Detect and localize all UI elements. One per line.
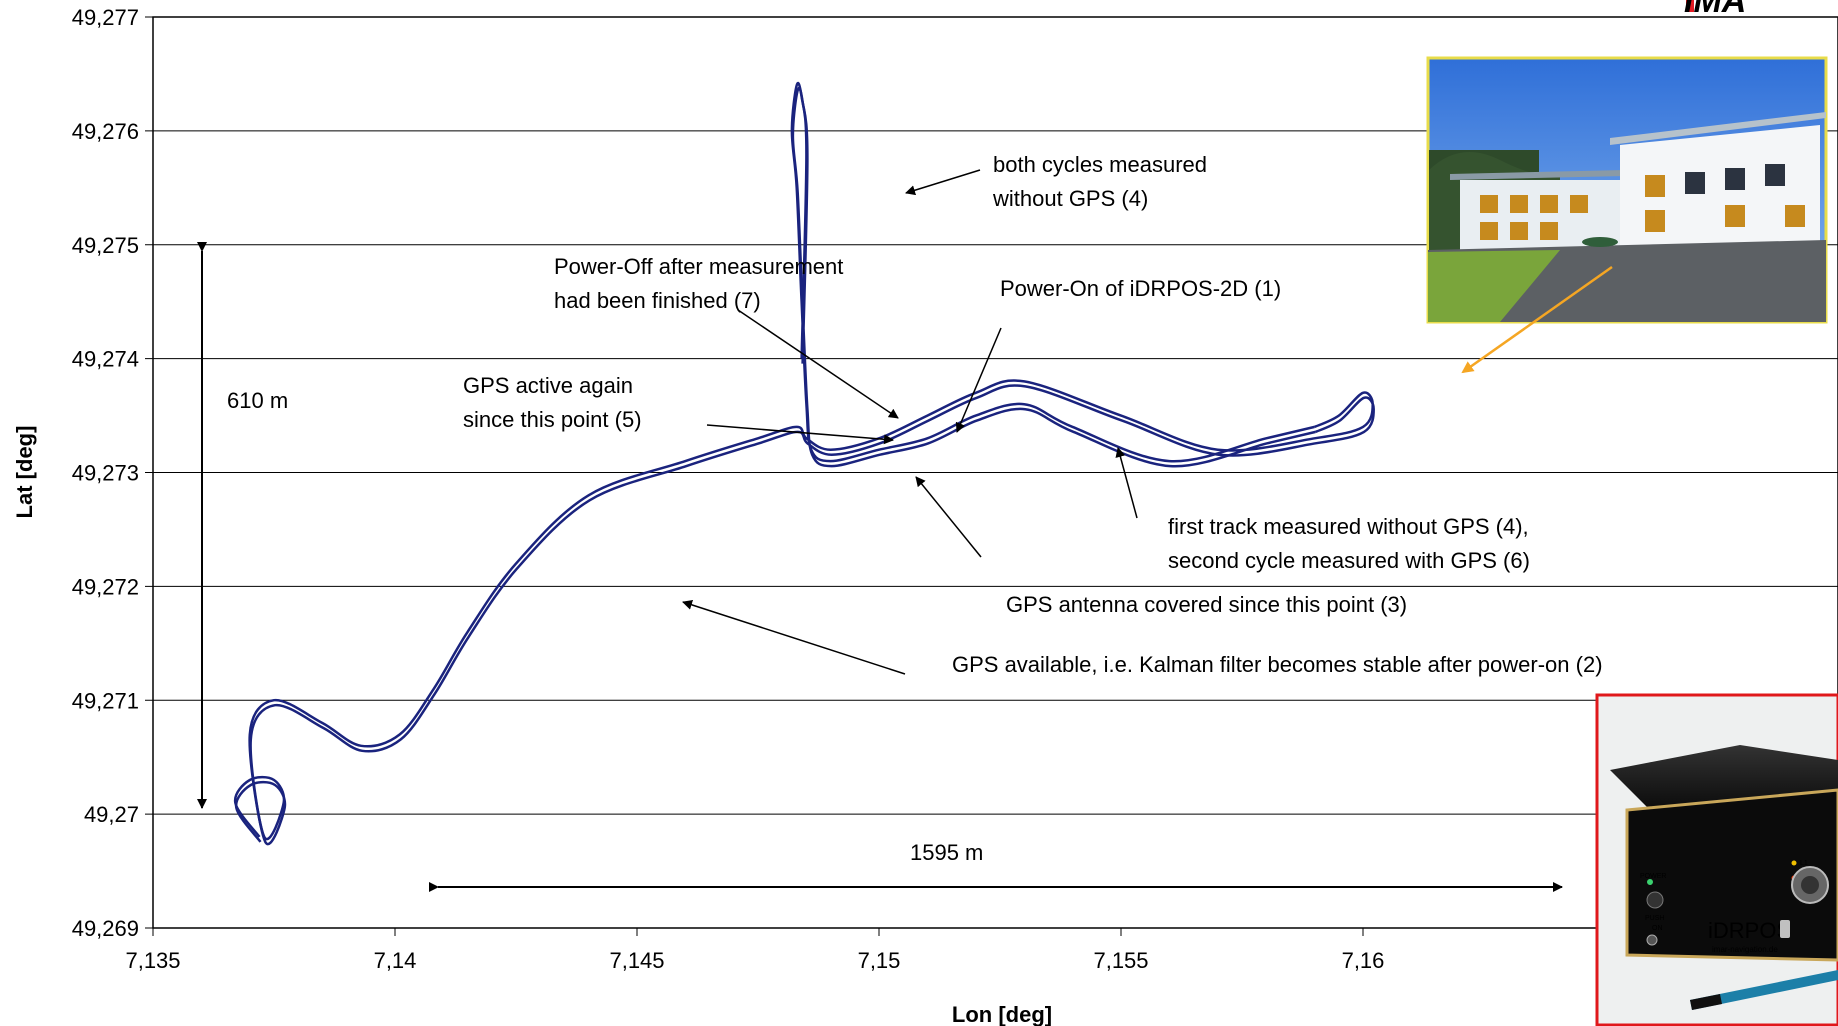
annotation-both-cycles: both cycles measured without GPS (4) bbox=[992, 152, 1213, 211]
y-axis-title: Lat [deg] bbox=[12, 426, 37, 519]
device-url: imar-navigation.de bbox=[1712, 945, 1778, 954]
device-photo: POWER L1 L2 PUSH ON iDRPOS imar-navigati… bbox=[1595, 693, 1838, 1026]
annotation-gps-active: GPS active again since this point (5) bbox=[463, 373, 642, 432]
series-line-0 bbox=[234, 384, 1375, 846]
logo: iMA bbox=[1684, 0, 1746, 20]
arrow-power-on bbox=[955, 327, 1002, 433]
y-tick-label: 49,272 bbox=[72, 574, 139, 599]
arrow-antenna-covered bbox=[915, 476, 982, 558]
device-l1-label: L1 bbox=[1800, 860, 1808, 867]
arrow-gps-active bbox=[706, 424, 894, 445]
x-tick-label: 7,15 bbox=[858, 948, 901, 973]
y-tick-label: 49,274 bbox=[72, 347, 139, 372]
annotation-power-off: Power-Off after measurement had been fin… bbox=[554, 254, 850, 313]
y-tick-label: 49,277 bbox=[72, 5, 139, 30]
grid bbox=[153, 130, 1838, 815]
x-axis: 7,135 7,14 7,145 7,15 7,155 7,16 bbox=[125, 928, 1384, 973]
annotation-antenna-covered: GPS antenna covered since this point (3) bbox=[1006, 592, 1407, 617]
y-tick-label: 49,269 bbox=[72, 916, 139, 941]
annotation-first-track: first track measured without GPS (4), se… bbox=[1168, 514, 1535, 573]
series-line-1 bbox=[790, 81, 1315, 463]
series-layer bbox=[233, 81, 1375, 846]
annotation-gps-available: GPS available, i.e. Kalman filter become… bbox=[952, 652, 1603, 677]
device-on-label: ON bbox=[1652, 925, 1663, 932]
y-tick-label: 49,276 bbox=[72, 119, 139, 144]
arrow-both-cycles bbox=[905, 169, 981, 196]
building-photo bbox=[1426, 56, 1828, 324]
x-tick-label: 7,16 bbox=[1342, 948, 1385, 973]
arrow-gps-available bbox=[682, 600, 906, 675]
series-line-1 bbox=[791, 86, 1316, 468]
device-label: iDRPOS bbox=[1708, 918, 1791, 943]
y-tick-label: 49,271 bbox=[72, 688, 139, 713]
x-axis-title: Lon [deg] bbox=[952, 1002, 1052, 1026]
device-push-label: PUSH bbox=[1645, 915, 1664, 922]
annotation-power-on: Power-On of iDRPOS-2D (1) bbox=[1000, 276, 1281, 301]
y-axis: 49,277 49,276 49,275 49,274 49,273 49,272 49,2… bbox=[72, 5, 153, 941]
x-tick-label: 7,155 bbox=[1093, 948, 1148, 973]
y-tick-label: 49,273 bbox=[72, 461, 139, 486]
y-tick-label: 49,275 bbox=[72, 233, 139, 258]
device-power-label: POWER bbox=[1640, 873, 1666, 880]
x-tick-label: 7,14 bbox=[374, 948, 417, 973]
annotation-1595m: 1595 m bbox=[910, 840, 983, 865]
x-tick-label: 7,135 bbox=[125, 948, 180, 973]
annotation-610m: 610 m bbox=[227, 388, 288, 413]
arrow-first-track bbox=[1115, 447, 1138, 519]
logo-text: iMA bbox=[1684, 0, 1746, 20]
x-tick-label: 7,145 bbox=[609, 948, 664, 973]
arrow-power-off bbox=[737, 309, 899, 419]
photo-pointer-arrow bbox=[1461, 265, 1613, 374]
y-tick-label: 49,27 bbox=[84, 802, 139, 827]
